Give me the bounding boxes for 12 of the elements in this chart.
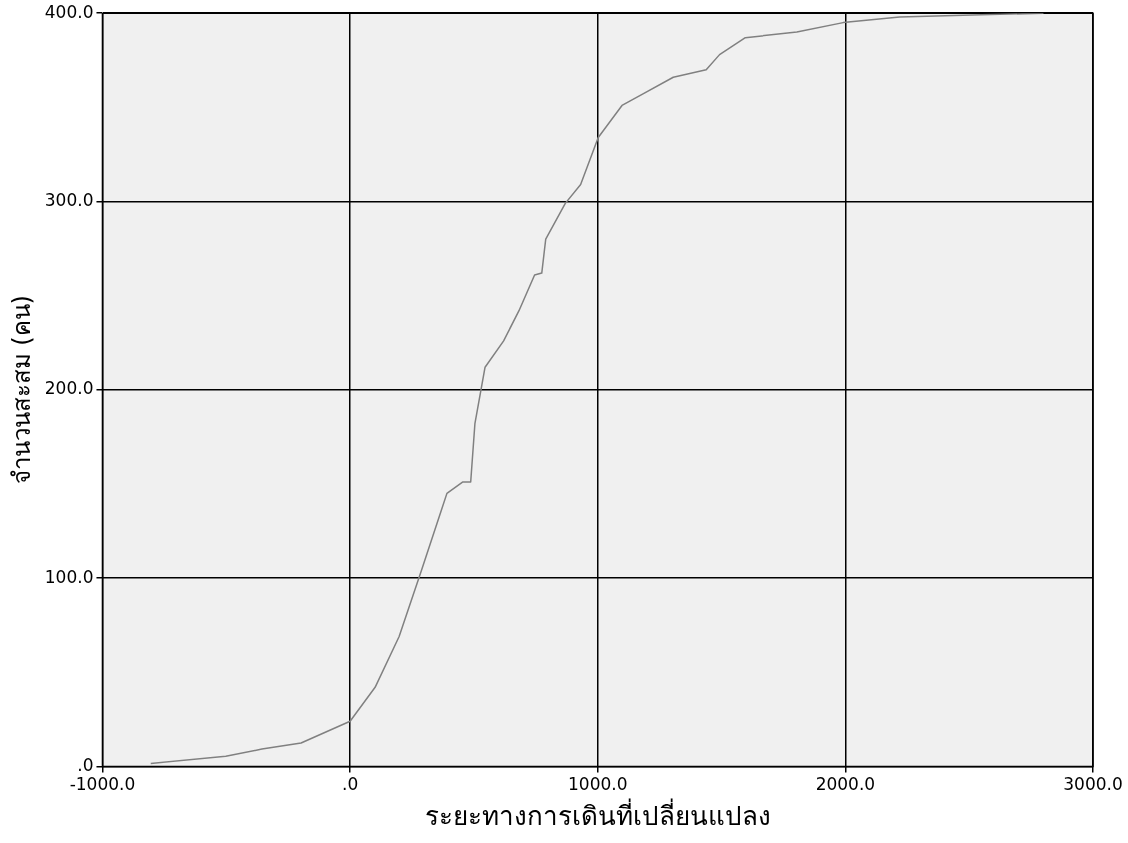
y-tick-label: 400.0: [44, 1, 94, 22]
x-axis-title: ระยะทางการเดินที่เปลี่ยนแปลง: [424, 798, 771, 832]
y-tick-label: 100.0: [44, 566, 94, 587]
x-tick-label: 1000.0: [567, 774, 628, 795]
x-tick-label: 3000.0: [1063, 774, 1123, 795]
x-tick-label: .0: [341, 774, 359, 795]
y-tick-label: 200.0: [44, 378, 94, 399]
y-tick-label: 300.0: [44, 189, 94, 210]
y-axis-title: จำนวนสะสม (คน): [7, 295, 36, 485]
x-tick-label: 2000.0: [815, 774, 876, 795]
x-tick-label: -1000.0: [69, 774, 136, 795]
y-tick-label: .0: [77, 754, 94, 775]
